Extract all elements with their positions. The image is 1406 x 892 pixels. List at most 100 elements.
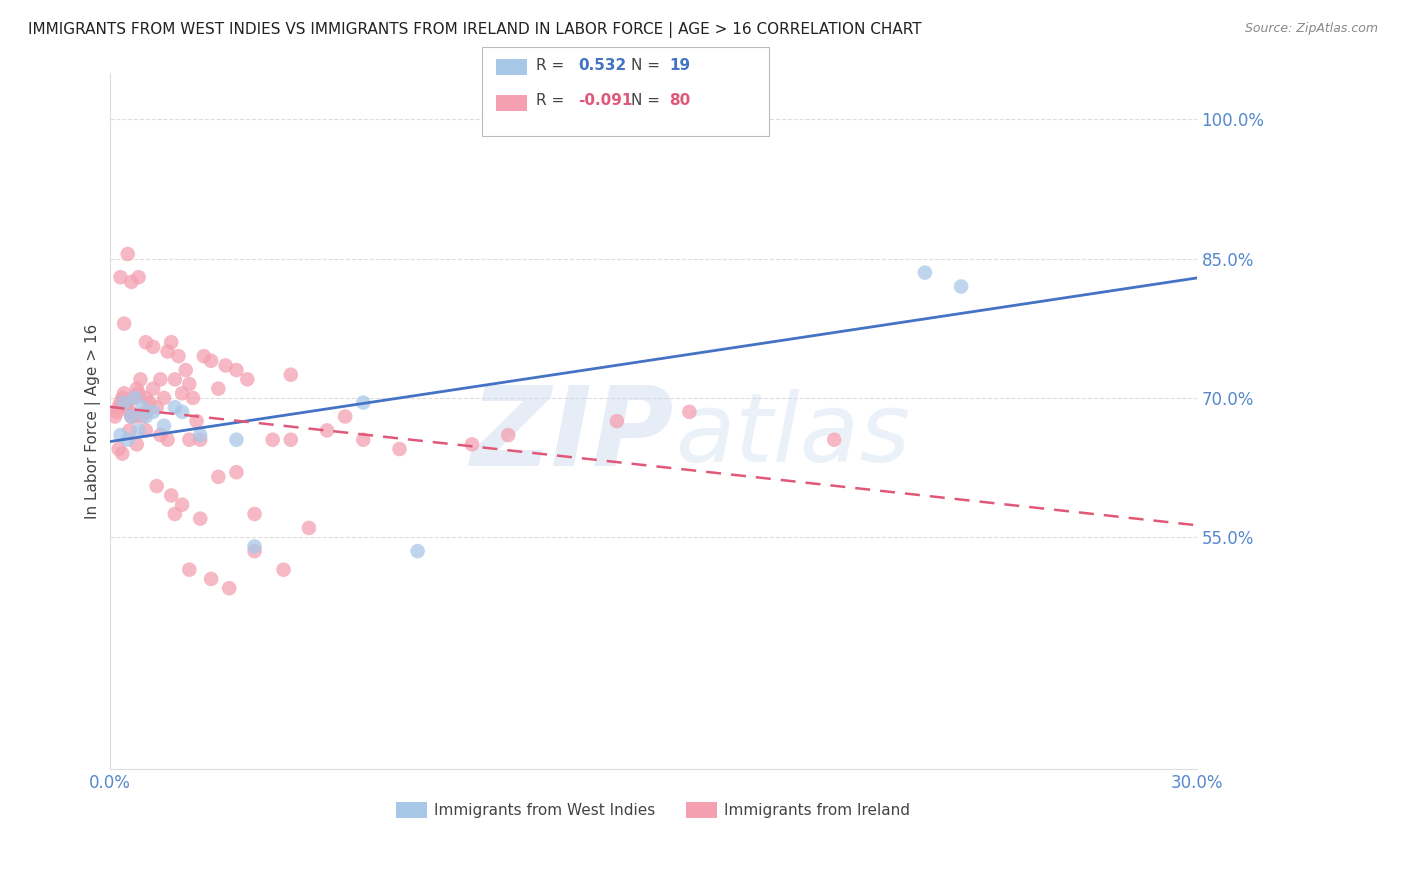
Point (124, 391, 146, 405)
Text: 80: 80 (669, 94, 690, 108)
Text: R =: R = (536, 58, 569, 72)
Text: ZIP: ZIP (471, 382, 675, 489)
Point (125, 382, 148, 396)
Point (138, 395, 160, 409)
Point (104, 409, 127, 424)
Text: R =: R = (536, 94, 569, 108)
Point (172, 405, 194, 419)
Point (823, 433, 845, 447)
Point (188, 433, 211, 447)
Point (225, 433, 247, 447)
Point (236, 372, 259, 386)
Point (149, 372, 172, 386)
Point (122, 391, 145, 405)
Point (280, 368, 302, 382)
Point (128, 424, 150, 438)
Point (678, 405, 700, 419)
Text: Source: ZipAtlas.com: Source: ZipAtlas.com (1244, 22, 1378, 36)
Point (118, 405, 141, 419)
Point (461, 437, 484, 451)
Point (135, 409, 157, 424)
Point (352, 433, 374, 447)
Point (181, 391, 204, 405)
Point (406, 544, 429, 558)
Point (207, 382, 229, 396)
Point (112, 395, 135, 409)
Point (193, 349, 215, 363)
Point (105, 405, 128, 419)
Point (172, 498, 194, 512)
Point (174, 363, 197, 377)
Point (333, 409, 356, 424)
Point (606, 414, 628, 428)
Point (186, 414, 208, 428)
Point (124, 409, 146, 424)
Text: IMMIGRANTS FROM WEST INDIES VS IMMIGRANTS FROM IRELAND IN LABOR FORCE | AGE > 16: IMMIGRANTS FROM WEST INDIES VS IMMIGRANT… (28, 22, 922, 38)
Point (110, 270, 132, 285)
Legend: Immigrants from West Indies, Immigrants from Ireland: Immigrants from West Indies, Immigrants … (389, 797, 917, 824)
Point (149, 428, 172, 442)
Point (135, 405, 157, 419)
Point (129, 372, 152, 386)
Point (218, 581, 240, 595)
Point (115, 401, 138, 415)
Point (135, 424, 157, 438)
Point (243, 540, 266, 554)
Point (156, 344, 179, 359)
Point (111, 391, 134, 405)
Point (131, 401, 153, 415)
Point (388, 442, 411, 456)
Point (107, 442, 129, 456)
Point (117, 395, 139, 409)
Point (179, 433, 201, 447)
Point (145, 401, 167, 415)
Point (163, 372, 186, 386)
Point (135, 335, 157, 350)
Point (131, 409, 153, 424)
Point (316, 424, 339, 438)
Point (112, 386, 135, 401)
Point (163, 401, 186, 415)
Point (188, 428, 211, 442)
Point (118, 424, 141, 438)
Point (153, 391, 176, 405)
Point (243, 544, 266, 558)
Point (167, 349, 190, 363)
Point (125, 437, 148, 451)
Point (156, 433, 179, 447)
Point (200, 572, 222, 586)
Point (142, 340, 165, 354)
Point (179, 376, 201, 391)
Point (110, 428, 132, 442)
Point (107, 401, 129, 415)
Point (142, 405, 165, 419)
Text: 0.532: 0.532 (578, 58, 626, 72)
Point (172, 386, 194, 401)
Point (207, 470, 229, 484)
Point (280, 433, 302, 447)
Point (145, 479, 167, 493)
Point (128, 270, 150, 285)
Y-axis label: In Labor Force | Age > 16: In Labor Force | Age > 16 (86, 324, 101, 519)
Point (243, 507, 266, 521)
Point (128, 386, 150, 401)
Point (120, 409, 142, 424)
Point (950, 279, 973, 293)
Point (225, 465, 247, 479)
Point (117, 433, 139, 447)
Text: -0.091: -0.091 (578, 94, 633, 108)
Text: N =: N = (631, 58, 665, 72)
Point (914, 266, 936, 280)
Point (111, 447, 134, 461)
Text: N =: N = (631, 94, 665, 108)
Point (135, 391, 157, 405)
Point (225, 363, 247, 377)
Point (188, 511, 211, 525)
Point (496, 428, 519, 442)
Point (110, 395, 132, 409)
Point (352, 395, 374, 409)
Point (298, 521, 321, 535)
Point (117, 247, 139, 261)
Point (179, 563, 201, 577)
Point (120, 275, 142, 289)
